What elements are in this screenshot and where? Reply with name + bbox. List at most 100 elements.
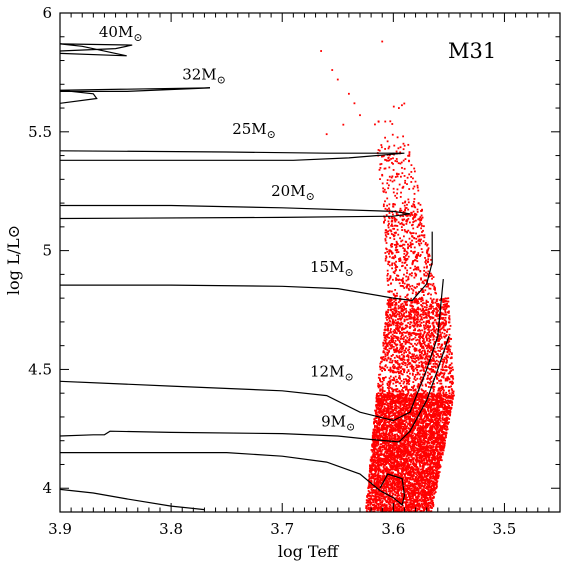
scatter-point [431, 453, 434, 456]
scatter-point [412, 467, 415, 470]
scatter-point [402, 392, 405, 395]
scatter-point [431, 489, 434, 492]
scatter-point [372, 465, 375, 467]
scatter-point [387, 456, 390, 459]
scatter-point [435, 399, 438, 401]
scatter-point [371, 469, 374, 471]
scatter-point [438, 459, 441, 462]
scatter-point [426, 503, 429, 506]
scatter-point [375, 409, 378, 412]
scatter-point [441, 445, 444, 448]
scatter-point [422, 424, 425, 427]
scatter-point [409, 416, 411, 419]
scatter-point [418, 400, 421, 403]
scatter-point [434, 422, 437, 425]
scatter-point [415, 424, 417, 426]
scatter-point [394, 497, 396, 500]
scatter-point [450, 396, 453, 399]
scatter-point [390, 424, 392, 426]
scatter-point [376, 509, 379, 511]
scatter-point [408, 464, 411, 467]
scatter-point [373, 469, 376, 472]
scatter-point [373, 480, 376, 483]
scatter-point [421, 404, 424, 407]
scatter-point [440, 403, 443, 406]
scatter-point [379, 397, 382, 400]
scatter-point [422, 402, 425, 404]
scatter-point [439, 414, 442, 417]
scatter-point [384, 422, 387, 425]
scatter-point [439, 416, 441, 419]
scatter-point [433, 486, 436, 489]
scatter-point [430, 488, 433, 491]
scatter-point [441, 451, 444, 454]
scatter-point [405, 493, 407, 496]
scatter-point [439, 392, 442, 395]
scatter-point [393, 455, 396, 458]
scatter-point [409, 453, 412, 455]
scatter-point [403, 485, 406, 488]
scatter-point [423, 438, 425, 441]
scatter-point [385, 462, 388, 465]
scatter-point [399, 443, 402, 445]
scatter-point [372, 475, 375, 478]
scatter-point [413, 425, 416, 428]
scatter-point [446, 417, 449, 420]
scatter-point [381, 458, 384, 461]
scatter-point [418, 460, 420, 463]
scatter-point [418, 482, 421, 485]
scatter-point [378, 491, 381, 493]
scatter-point [403, 407, 405, 410]
scatter-point [390, 394, 393, 397]
scatter-point [416, 453, 419, 456]
scatter-point [378, 419, 380, 422]
scatter-point [411, 395, 413, 398]
scatter-point [421, 503, 424, 506]
scatter-point [368, 473, 371, 476]
scatter-point [384, 509, 387, 512]
scatter-point [368, 484, 371, 487]
scatter-point [412, 410, 415, 413]
scatter-point [399, 403, 402, 406]
scatter-point [413, 406, 416, 409]
scatter-point [389, 450, 391, 453]
scatter-point [420, 422, 422, 425]
scatter-point [391, 446, 394, 449]
scatter-point [420, 493, 423, 496]
scatter-point [415, 407, 418, 409]
scatter-point [425, 393, 428, 396]
scatter-point [417, 436, 420, 438]
scatter-point [403, 427, 406, 430]
scatter-point [436, 448, 438, 451]
scatter-point [389, 487, 392, 490]
scatter-point [391, 490, 393, 493]
scatter-point [398, 505, 401, 508]
scatter-point [413, 446, 416, 448]
scatter-point [367, 506, 370, 509]
scatter-point [375, 433, 378, 435]
scatter-point [375, 507, 378, 509]
scatter-point [377, 490, 380, 492]
scatter-point [386, 426, 389, 429]
scatter-point [406, 472, 409, 474]
scatter-point [431, 441, 434, 444]
scatter-point [388, 402, 390, 405]
scatter-point [401, 444, 404, 447]
scatter-point [431, 418, 434, 421]
scatter-point [386, 484, 389, 487]
scatter-point [396, 448, 399, 451]
scatter-point [380, 404, 382, 407]
scatter-point [377, 395, 380, 398]
scatter-point [400, 475, 402, 478]
scatter-point [417, 435, 420, 437]
scatter-point [385, 491, 388, 494]
scatter-point [424, 433, 427, 436]
scatter-point [427, 486, 430, 489]
scatter-point [434, 427, 437, 430]
scatter-point [437, 467, 440, 469]
scatter-point [444, 425, 447, 428]
scatter-point [380, 393, 383, 396]
scatter-point [433, 442, 435, 445]
scatter-point [391, 432, 394, 435]
scatter-point [433, 483, 436, 486]
